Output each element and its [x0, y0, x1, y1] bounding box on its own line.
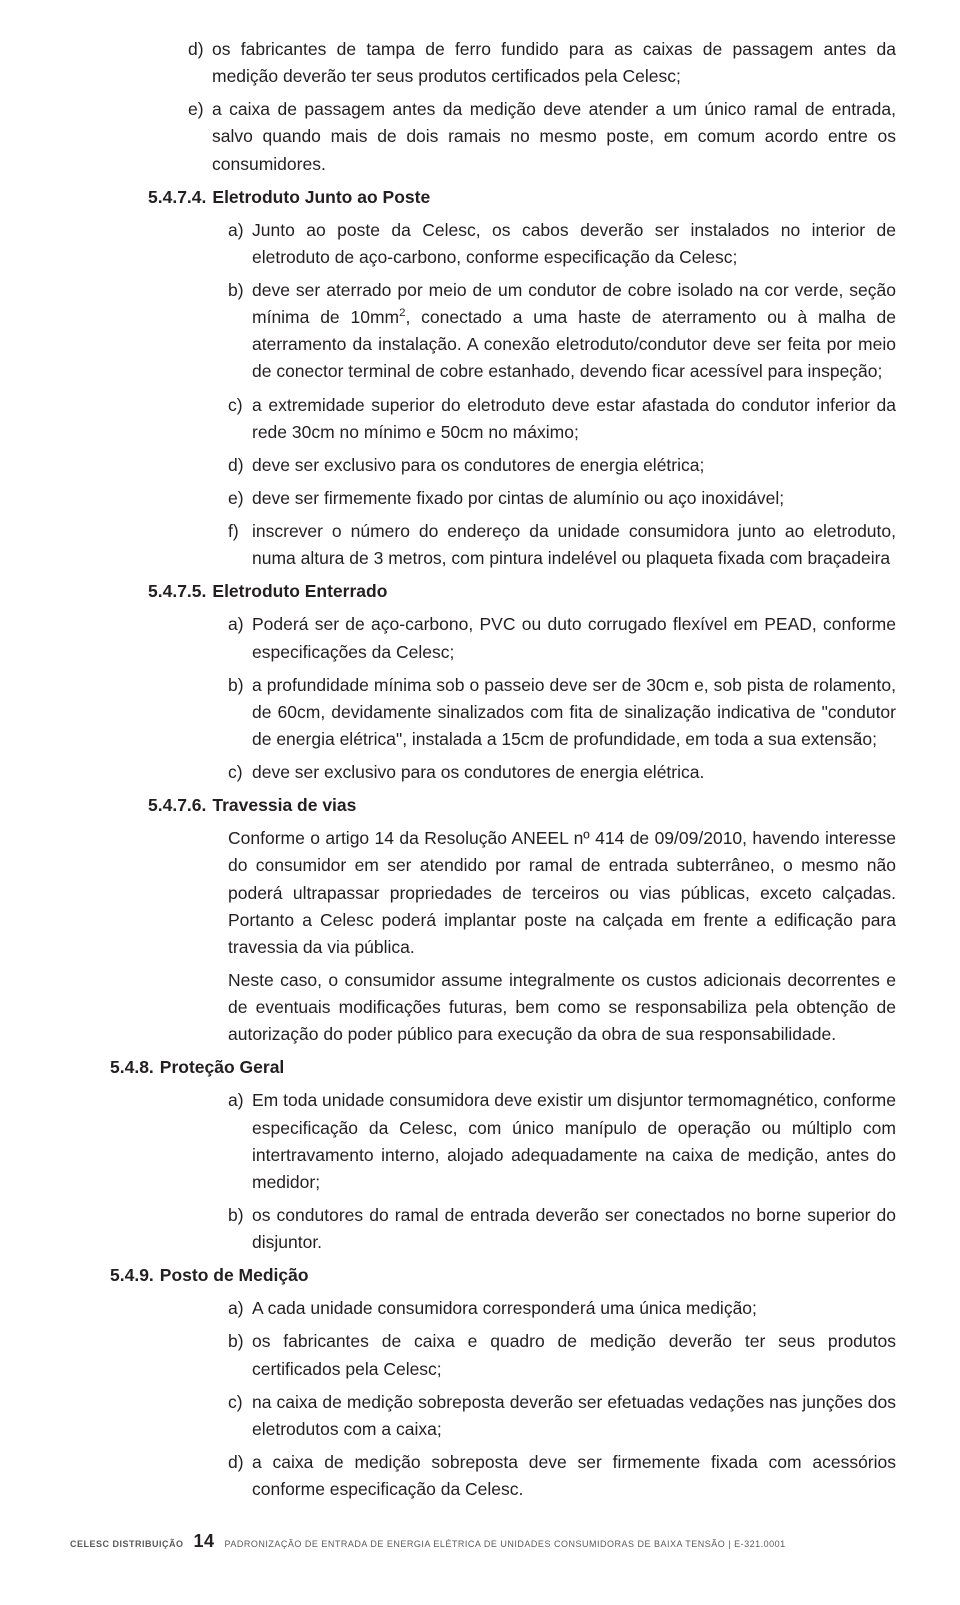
item-text: deve ser exclusivo para os condutores de… — [252, 759, 896, 786]
item-text: a profundidade mínima sob o passeio deve… — [252, 672, 896, 753]
list-item: c) a extremidade superior do eletroduto … — [70, 392, 896, 446]
item-marker: a) — [228, 217, 252, 271]
item-text: Junto ao poste da Celesc, os cabos dever… — [252, 217, 896, 271]
item-marker: b) — [228, 1202, 252, 1256]
item-text: a caixa de medição sobreposta deve ser f… — [252, 1449, 896, 1503]
item-marker: b) — [228, 1328, 252, 1382]
list-item: d) a caixa de medição sobreposta deve se… — [70, 1449, 896, 1503]
list-item: d) os fabricantes de tampa de ferro fund… — [70, 36, 896, 90]
item-marker: e) — [188, 96, 212, 177]
list-item: b) deve ser aterrado por meio de um cond… — [70, 277, 896, 386]
footer-page-number: 14 — [194, 1531, 215, 1552]
footer-brand: CELESC DISTRIBUIÇÃO — [70, 1539, 184, 1549]
section-heading-5476: 5.4.7.6. Travessia de vias — [70, 792, 896, 819]
item-text: a extremidade superior do eletroduto dev… — [252, 392, 896, 446]
list-item: b) os condutores do ramal de entrada dev… — [70, 1202, 896, 1256]
section-heading-549: 5.4.9. Posto de Medição — [70, 1262, 896, 1289]
item-text: deve ser aterrado por meio de um conduto… — [252, 277, 896, 386]
list-item: c) deve ser exclusivo para os condutores… — [70, 759, 896, 786]
item-marker: a) — [228, 611, 252, 665]
page-footer: CELESC DISTRIBUIÇÃO 14 PADRONIZAÇÃO DE E… — [70, 1531, 896, 1552]
list-item: e) a caixa de passagem antes da medição … — [70, 96, 896, 177]
item-text: os fabricantes de tampa de ferro fundido… — [212, 36, 896, 90]
item-text: na caixa de medição sobreposta deverão s… — [252, 1389, 896, 1443]
item-text: Em toda unidade consumidora deve existir… — [252, 1087, 896, 1196]
list-item: f) inscrever o número do endereço da uni… — [70, 518, 896, 572]
list-item: a) Junto ao poste da Celesc, os cabos de… — [70, 217, 896, 271]
item-marker: c) — [228, 1389, 252, 1443]
item-text: os fabricantes de caixa e quadro de medi… — [252, 1328, 896, 1382]
section-heading-548: 5.4.8. Proteção Geral — [70, 1054, 896, 1081]
section-number: 5.4.7.6. — [148, 792, 212, 819]
section-number: 5.4.7.4. — [148, 184, 212, 211]
item-text: deve ser firmemente fixado por cintas de… — [252, 485, 896, 512]
item-text: Poderá ser de aço-carbono, PVC ou duto c… — [252, 611, 896, 665]
item-marker: b) — [228, 672, 252, 753]
item-text: inscrever o número do endereço da unidad… — [252, 518, 896, 572]
section-title: Posto de Medição — [160, 1262, 309, 1289]
list-item: b) os fabricantes de caixa e quadro de m… — [70, 1328, 896, 1382]
list-item: b) a profundidade mínima sob o passeio d… — [70, 672, 896, 753]
item-marker: d) — [228, 1449, 252, 1503]
list-item: c) na caixa de medição sobreposta deverã… — [70, 1389, 896, 1443]
list-item: e) deve ser firmemente fixado por cintas… — [70, 485, 896, 512]
section-title: Proteção Geral — [160, 1054, 285, 1081]
item-marker: f) — [228, 518, 252, 572]
item-marker: e) — [228, 485, 252, 512]
item-text: A cada unidade consumidora corresponderá… — [252, 1295, 896, 1322]
item-marker: a) — [228, 1087, 252, 1196]
item-text: deve ser exclusivo para os condutores de… — [252, 452, 896, 479]
section-number: 5.4.7.5. — [148, 578, 212, 605]
list-item: a) Poderá ser de aço-carbono, PVC ou dut… — [70, 611, 896, 665]
list-item: a) Em toda unidade consumidora deve exis… — [70, 1087, 896, 1196]
section-heading-5474: 5.4.7.4. Eletroduto Junto ao Poste — [70, 184, 896, 211]
item-text: os condutores do ramal de entrada deverã… — [252, 1202, 896, 1256]
list-item: a) A cada unidade consumidora correspond… — [70, 1295, 896, 1322]
item-marker: d) — [228, 452, 252, 479]
item-marker: c) — [228, 759, 252, 786]
item-marker: b) — [228, 277, 252, 386]
document-page: d) os fabricantes de tampa de ferro fund… — [0, 0, 960, 1576]
section-title: Eletroduto Junto ao Poste — [212, 184, 430, 211]
item-marker: d) — [188, 36, 212, 90]
section-title: Eletroduto Enterrado — [212, 578, 387, 605]
section-number: 5.4.8. — [110, 1054, 160, 1081]
item-marker: c) — [228, 392, 252, 446]
item-text: a caixa de passagem antes da medição dev… — [212, 96, 896, 177]
section-title: Travessia de vias — [212, 792, 356, 819]
body-paragraph: Neste caso, o consumidor assume integral… — [70, 967, 896, 1048]
section-heading-5475: 5.4.7.5. Eletroduto Enterrado — [70, 578, 896, 605]
footer-doc-title: PADRONIZAÇÃO DE ENTRADA DE ENERGIA ELÉTR… — [225, 1539, 786, 1549]
section-number: 5.4.9. — [110, 1262, 160, 1289]
body-paragraph: Conforme o artigo 14 da Resolução ANEEL … — [70, 825, 896, 961]
list-item: d) deve ser exclusivo para os condutores… — [70, 452, 896, 479]
item-marker: a) — [228, 1295, 252, 1322]
